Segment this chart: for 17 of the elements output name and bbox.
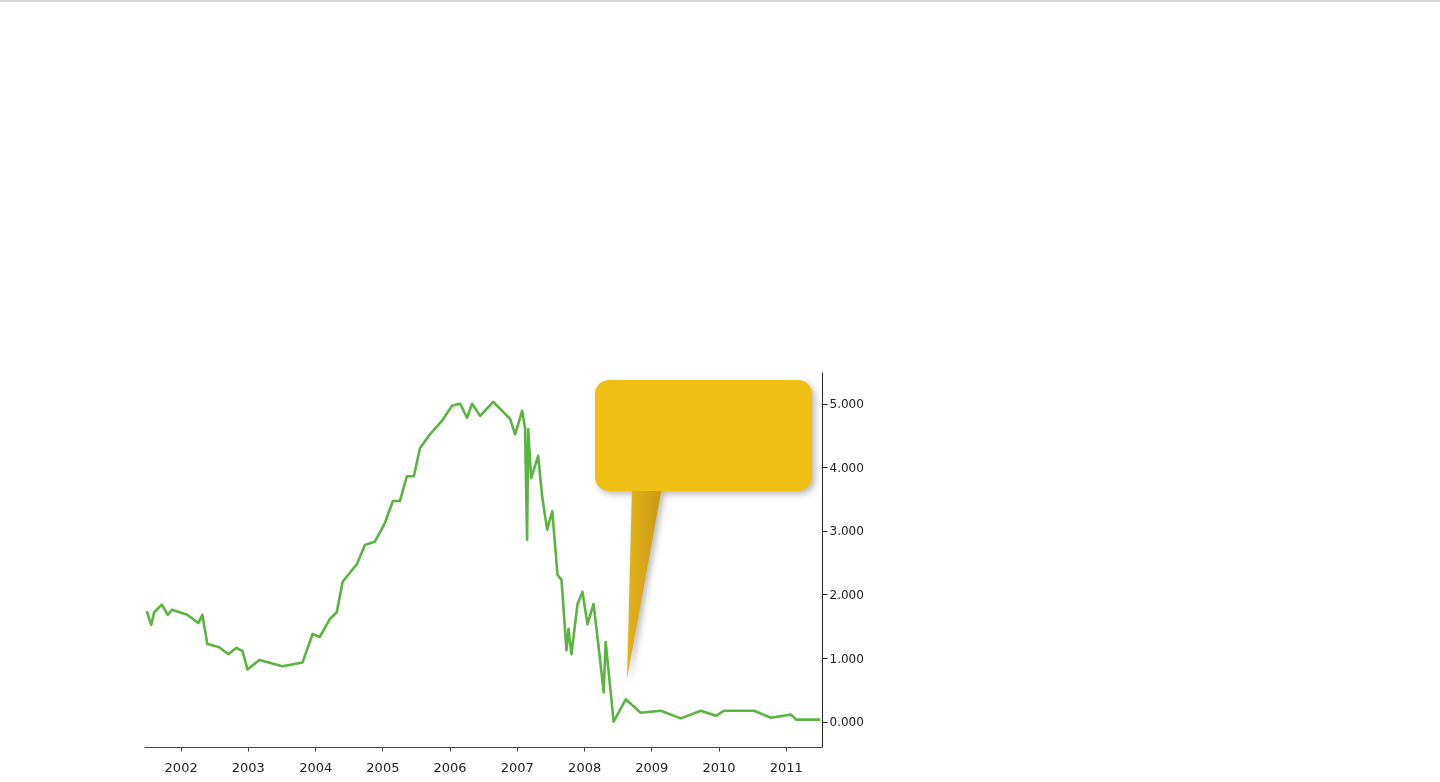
x-tick-label: 2007 [500, 759, 534, 775]
y-tick-label: 4.000 [829, 460, 864, 475]
x-tick-label: 2009 [635, 759, 669, 775]
y-tick-label: 3.000 [829, 524, 864, 539]
x-tick-label: 2010 [702, 759, 736, 775]
line-series [145, 400, 821, 723]
y-tick-label: 1.000 [829, 651, 864, 666]
y-tick-label: 0.000 [829, 715, 864, 730]
x-tick-label: 2006 [433, 759, 467, 775]
x-tick-label: 2011 [769, 759, 803, 775]
x-tick-label: 2002 [164, 759, 198, 775]
x-tick-label: 2005 [366, 759, 400, 775]
x-tick-label: 2008 [568, 759, 602, 775]
x-tick-label: 2004 [299, 759, 333, 775]
y-tick-label: 2.000 [829, 587, 864, 602]
x-tick-label: 2003 [231, 759, 265, 775]
y-tick-label: 5.000 [829, 397, 864, 412]
